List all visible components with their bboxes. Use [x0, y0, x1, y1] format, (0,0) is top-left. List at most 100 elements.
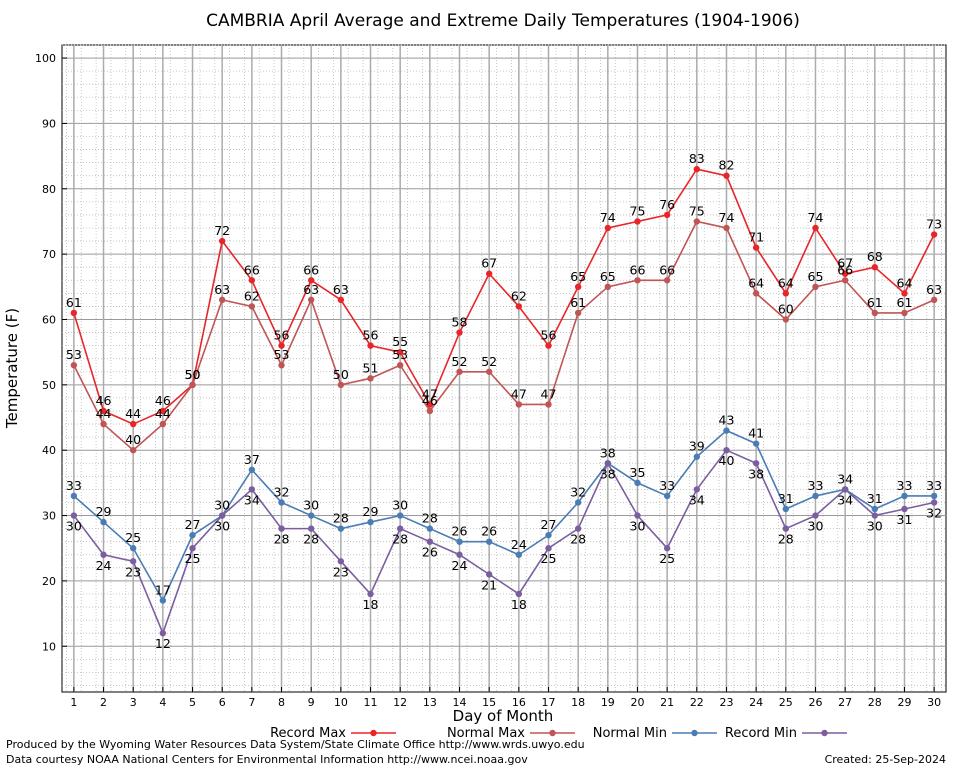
record-max-data-label: 68 — [867, 249, 883, 264]
record-max-point — [248, 277, 256, 284]
x-tick-label: 26 — [808, 696, 822, 709]
normal-max-data-label: 44 — [155, 406, 171, 421]
normal-min-data-label: 37 — [244, 452, 260, 467]
y-tick-label: 20 — [42, 575, 56, 588]
record-min-data-label: 32 — [926, 505, 942, 520]
record-max-data-label: 75 — [630, 203, 646, 218]
normal-min-point — [100, 518, 107, 526]
record-max-data-label: 56 — [274, 328, 290, 343]
record-min-data-label: 28 — [392, 532, 408, 547]
legend-marker-record-max — [370, 729, 377, 737]
normal-max-point — [752, 290, 760, 297]
record-max-data-label: 62 — [511, 288, 527, 303]
normal-max-data-label: 51 — [363, 360, 379, 375]
normal-min-data-label: 31 — [867, 491, 883, 506]
x-tick-label: 20 — [630, 696, 644, 709]
normal-min-point — [70, 492, 78, 500]
record-min-data-label: 30 — [214, 519, 230, 534]
legend-marker-normal-min — [691, 729, 698, 737]
normal-min-data-label: 30 — [214, 498, 230, 513]
record-min-data-label: 31 — [897, 512, 913, 527]
normal-max-data-label: 63 — [926, 282, 942, 297]
normal-min-data-label: 33 — [926, 478, 942, 493]
record-max-point — [574, 283, 582, 291]
series-group — [70, 165, 938, 637]
normal-max-point — [278, 362, 285, 369]
record-min-data-label: 23 — [125, 564, 141, 579]
normal-min-data-label: 28 — [422, 511, 438, 526]
record-max-point — [515, 303, 523, 310]
normal-min-data-label: 24 — [511, 537, 527, 552]
normal-max-data-label: 44 — [96, 406, 112, 421]
normal-min-data-label: 26 — [452, 524, 468, 539]
normal-max-data-label: 74 — [719, 210, 735, 225]
record-min-point — [634, 512, 641, 519]
record-min-data-label: 28 — [778, 532, 794, 547]
normal-min-point — [871, 505, 879, 513]
normal-min-point — [129, 545, 137, 552]
normal-max-point — [901, 309, 908, 317]
y-tick-label: 70 — [42, 248, 56, 261]
record-max-data-label: 76 — [659, 197, 675, 212]
record-min-data-label: 28 — [303, 532, 319, 547]
normal-max-data-label: 63 — [303, 282, 319, 297]
normal-max-data-label: 40 — [125, 432, 141, 447]
normal-min-point — [901, 492, 908, 500]
y-tick-label: 10 — [42, 640, 56, 653]
normal-min-data-label: 39 — [689, 439, 705, 454]
normal-max-point — [70, 362, 78, 369]
record-max-point — [278, 342, 285, 349]
normal-max-point — [248, 303, 256, 310]
normal-max-data-label: 47 — [541, 386, 557, 401]
record-max-data-label: 82 — [719, 158, 735, 173]
record-max-point — [663, 211, 671, 219]
record-min-point — [871, 512, 879, 519]
record-max-point — [218, 237, 226, 245]
record-min-point — [545, 545, 552, 552]
record-max-point — [367, 342, 374, 349]
normal-max-point — [189, 381, 196, 389]
normal-max-point — [129, 446, 137, 454]
record-min-data-label: 12 — [155, 636, 171, 651]
record-max-point — [485, 270, 493, 277]
normal-min-point — [485, 538, 493, 545]
record-min-point — [159, 629, 167, 637]
record-max-point — [782, 290, 790, 297]
record-min-point — [396, 525, 404, 532]
record-max-data-label: 71 — [748, 230, 764, 245]
record-min-point — [515, 590, 523, 598]
record-min-data-label: 30 — [808, 519, 824, 534]
record-max-point — [129, 420, 137, 428]
record-max-point — [70, 309, 78, 317]
record-max-data-label: 47 — [422, 386, 438, 401]
record-max-point — [871, 264, 879, 271]
y-tick-label: 50 — [42, 379, 56, 392]
legend-label-normal-max: Normal Max — [447, 726, 525, 741]
normal-max-point — [545, 401, 552, 408]
x-tick-label: 12 — [393, 696, 407, 709]
x-tick-label: 10 — [334, 696, 348, 709]
record-max-data-label: 46 — [155, 393, 171, 408]
record-max-line — [73, 168, 935, 425]
record-max-point — [752, 244, 760, 251]
record-max-data-label: 64 — [778, 275, 794, 290]
normal-max-data-label: 61 — [570, 295, 586, 310]
x-tick-label: 1 — [70, 696, 77, 709]
x-tick-label: 14 — [453, 696, 467, 709]
record-max-point — [396, 348, 404, 356]
record-min-point — [70, 512, 78, 519]
normal-max-point — [574, 309, 582, 317]
normal-min-data-label: 41 — [748, 426, 764, 441]
record-min-data-label: 21 — [481, 577, 497, 592]
record-min-data-label: 28 — [570, 532, 586, 547]
normal-max-data-label: 52 — [481, 354, 497, 369]
normal-max-data-label: 62 — [244, 288, 260, 303]
record-min-point — [426, 538, 434, 545]
record-min-data-label: 24 — [452, 558, 468, 573]
record-max-point — [723, 172, 730, 179]
normal-max-point — [515, 401, 523, 408]
normal-max-point — [159, 420, 167, 428]
record-min-point — [367, 590, 374, 598]
record-max-data-label: 50 — [185, 367, 201, 382]
record-max-point — [307, 277, 315, 284]
